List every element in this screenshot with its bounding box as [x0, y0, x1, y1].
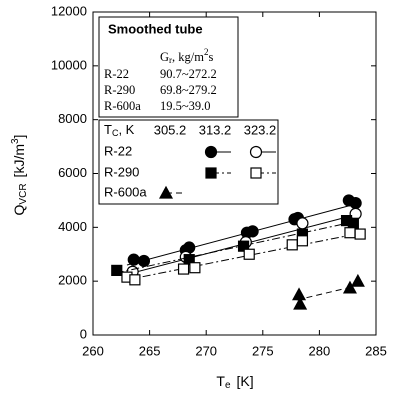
data-point	[129, 274, 141, 286]
y-label-close: ]	[11, 135, 27, 139]
y-axis-label: QVCR [kJ/m3]	[10, 135, 29, 216]
data-point	[243, 248, 255, 260]
legend-row: R-600a	[104, 184, 147, 199]
x-tick-label: 275	[252, 343, 274, 358]
legend-row: R-290	[104, 164, 139, 179]
data-point	[354, 228, 366, 240]
info-row-label: R-600a	[104, 99, 141, 113]
data-point	[296, 217, 309, 230]
y-tick-label: 8000	[58, 111, 87, 126]
info-header-main: G	[160, 50, 169, 64]
legend-header-main: T	[104, 122, 112, 137]
y-tick-label: 10000	[51, 57, 87, 72]
x-tick-label: 265	[139, 343, 161, 358]
info-header-unit: , kg/m	[172, 50, 204, 64]
data-point	[137, 254, 151, 268]
data-point	[183, 254, 195, 266]
x-tick-label: 270	[195, 343, 217, 358]
data-point	[293, 296, 308, 310]
info-header-sup: 2	[204, 47, 209, 57]
y-label-main: Q	[11, 204, 27, 215]
legend-tc: 313.2	[199, 122, 232, 137]
info-header-tail: s	[208, 50, 213, 64]
legend-tc: 323.2	[244, 122, 277, 137]
legend-header-unit: , K	[118, 122, 134, 137]
data-point	[177, 263, 190, 275]
x-axis-label: Te [K]	[216, 373, 253, 391]
x-label-main: T	[216, 373, 225, 389]
data-point	[189, 262, 201, 274]
info-row-label: R-22	[104, 67, 129, 81]
data-point	[292, 287, 307, 301]
info-row-label: R-290	[104, 83, 135, 97]
data-point	[246, 225, 259, 238]
info-row-value: 19.5~39.0	[160, 99, 211, 113]
x-tick-label: 260	[82, 343, 104, 358]
legend-marker	[158, 185, 174, 199]
legend-tc: 305.2	[154, 122, 187, 137]
legend-row: R-22	[104, 143, 132, 158]
data-point	[296, 235, 309, 247]
y-tick-label: 6000	[58, 165, 87, 180]
info-header: Gr, kg/m2s	[160, 47, 213, 65]
x-tick-label: 280	[309, 343, 331, 358]
y-label-unit: [kJ/m	[11, 144, 27, 177]
legend-header: TC, K	[104, 122, 135, 138]
y-label-sup: 3	[10, 138, 21, 144]
y-label-sub: VCR	[18, 183, 29, 204]
data-point	[286, 239, 298, 251]
legend-marker	[204, 145, 218, 159]
legend-header-sub: C	[112, 128, 119, 138]
x-label-sub: e	[225, 380, 231, 391]
data-point	[237, 240, 250, 252]
data-point	[111, 264, 123, 276]
y-tick-label: 12000	[51, 3, 87, 18]
legend-marker	[205, 167, 217, 179]
data-point	[350, 273, 365, 287]
x-tick-label: 285	[365, 343, 387, 358]
legend-marker	[250, 167, 262, 179]
info-title: Smoothed tube	[108, 21, 203, 36]
info-row-value: 69.8~279.2	[160, 83, 217, 97]
legend-marker	[249, 145, 263, 159]
data-point	[342, 280, 357, 294]
legend-box	[98, 119, 279, 205]
info-box	[98, 16, 239, 118]
y-tick-label: 4000	[58, 219, 87, 234]
data-point	[127, 253, 140, 266]
fit-line	[115, 221, 354, 274]
data-point	[347, 217, 359, 229]
data-point	[344, 227, 356, 239]
y-tick-label: 2000	[58, 273, 87, 288]
data-point	[349, 197, 362, 210]
info-header-sub: r	[169, 55, 172, 65]
info-row-value: 90.7~272.2	[160, 67, 217, 81]
x-label-unit: [K]	[237, 373, 254, 389]
y-tick-label: 0	[80, 326, 87, 341]
